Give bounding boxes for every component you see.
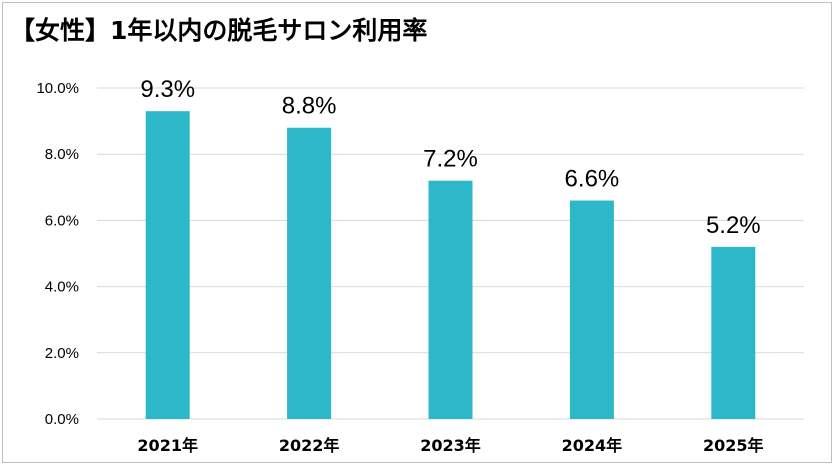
data-label: 8.8% (282, 93, 337, 120)
data-label: 6.6% (565, 166, 620, 193)
bar (569, 200, 614, 419)
y-axis-tick-labels: 0.0% 2.0% 4.0% 6.0% 8.0% 10.0% (36, 80, 79, 428)
y-tick-label: 10.0% (36, 80, 79, 97)
y-tick-label: 4.0% (45, 279, 79, 296)
bar (428, 180, 473, 419)
data-labels: 9.3% 8.8% 7.2% 6.6% 5.2% (140, 76, 760, 239)
y-tick-label: 8.0% (45, 146, 79, 163)
bar (145, 111, 190, 420)
x-category-label: 2025年 (703, 436, 764, 455)
x-category-label: 2023年 (420, 436, 481, 455)
data-label: 9.3% (140, 76, 195, 103)
y-tick-label: 2.0% (45, 345, 79, 362)
y-tick-label: 0.0% (45, 411, 79, 428)
data-label: 5.2% (706, 212, 761, 239)
x-category-label: 2022年 (279, 436, 340, 455)
bars (145, 111, 756, 420)
x-category-label: 2021年 (137, 436, 198, 455)
chart-title: 【女性】1年以内の脱毛サロン利用率 (10, 16, 428, 45)
data-label: 7.2% (423, 146, 478, 173)
bar (287, 127, 332, 419)
x-category-label: 2024年 (562, 436, 623, 455)
x-axis-category-labels: 2021年 2022年 2023年 2024年 2025年 (137, 436, 763, 455)
bar (711, 246, 756, 419)
y-tick-label: 6.0% (45, 212, 79, 229)
